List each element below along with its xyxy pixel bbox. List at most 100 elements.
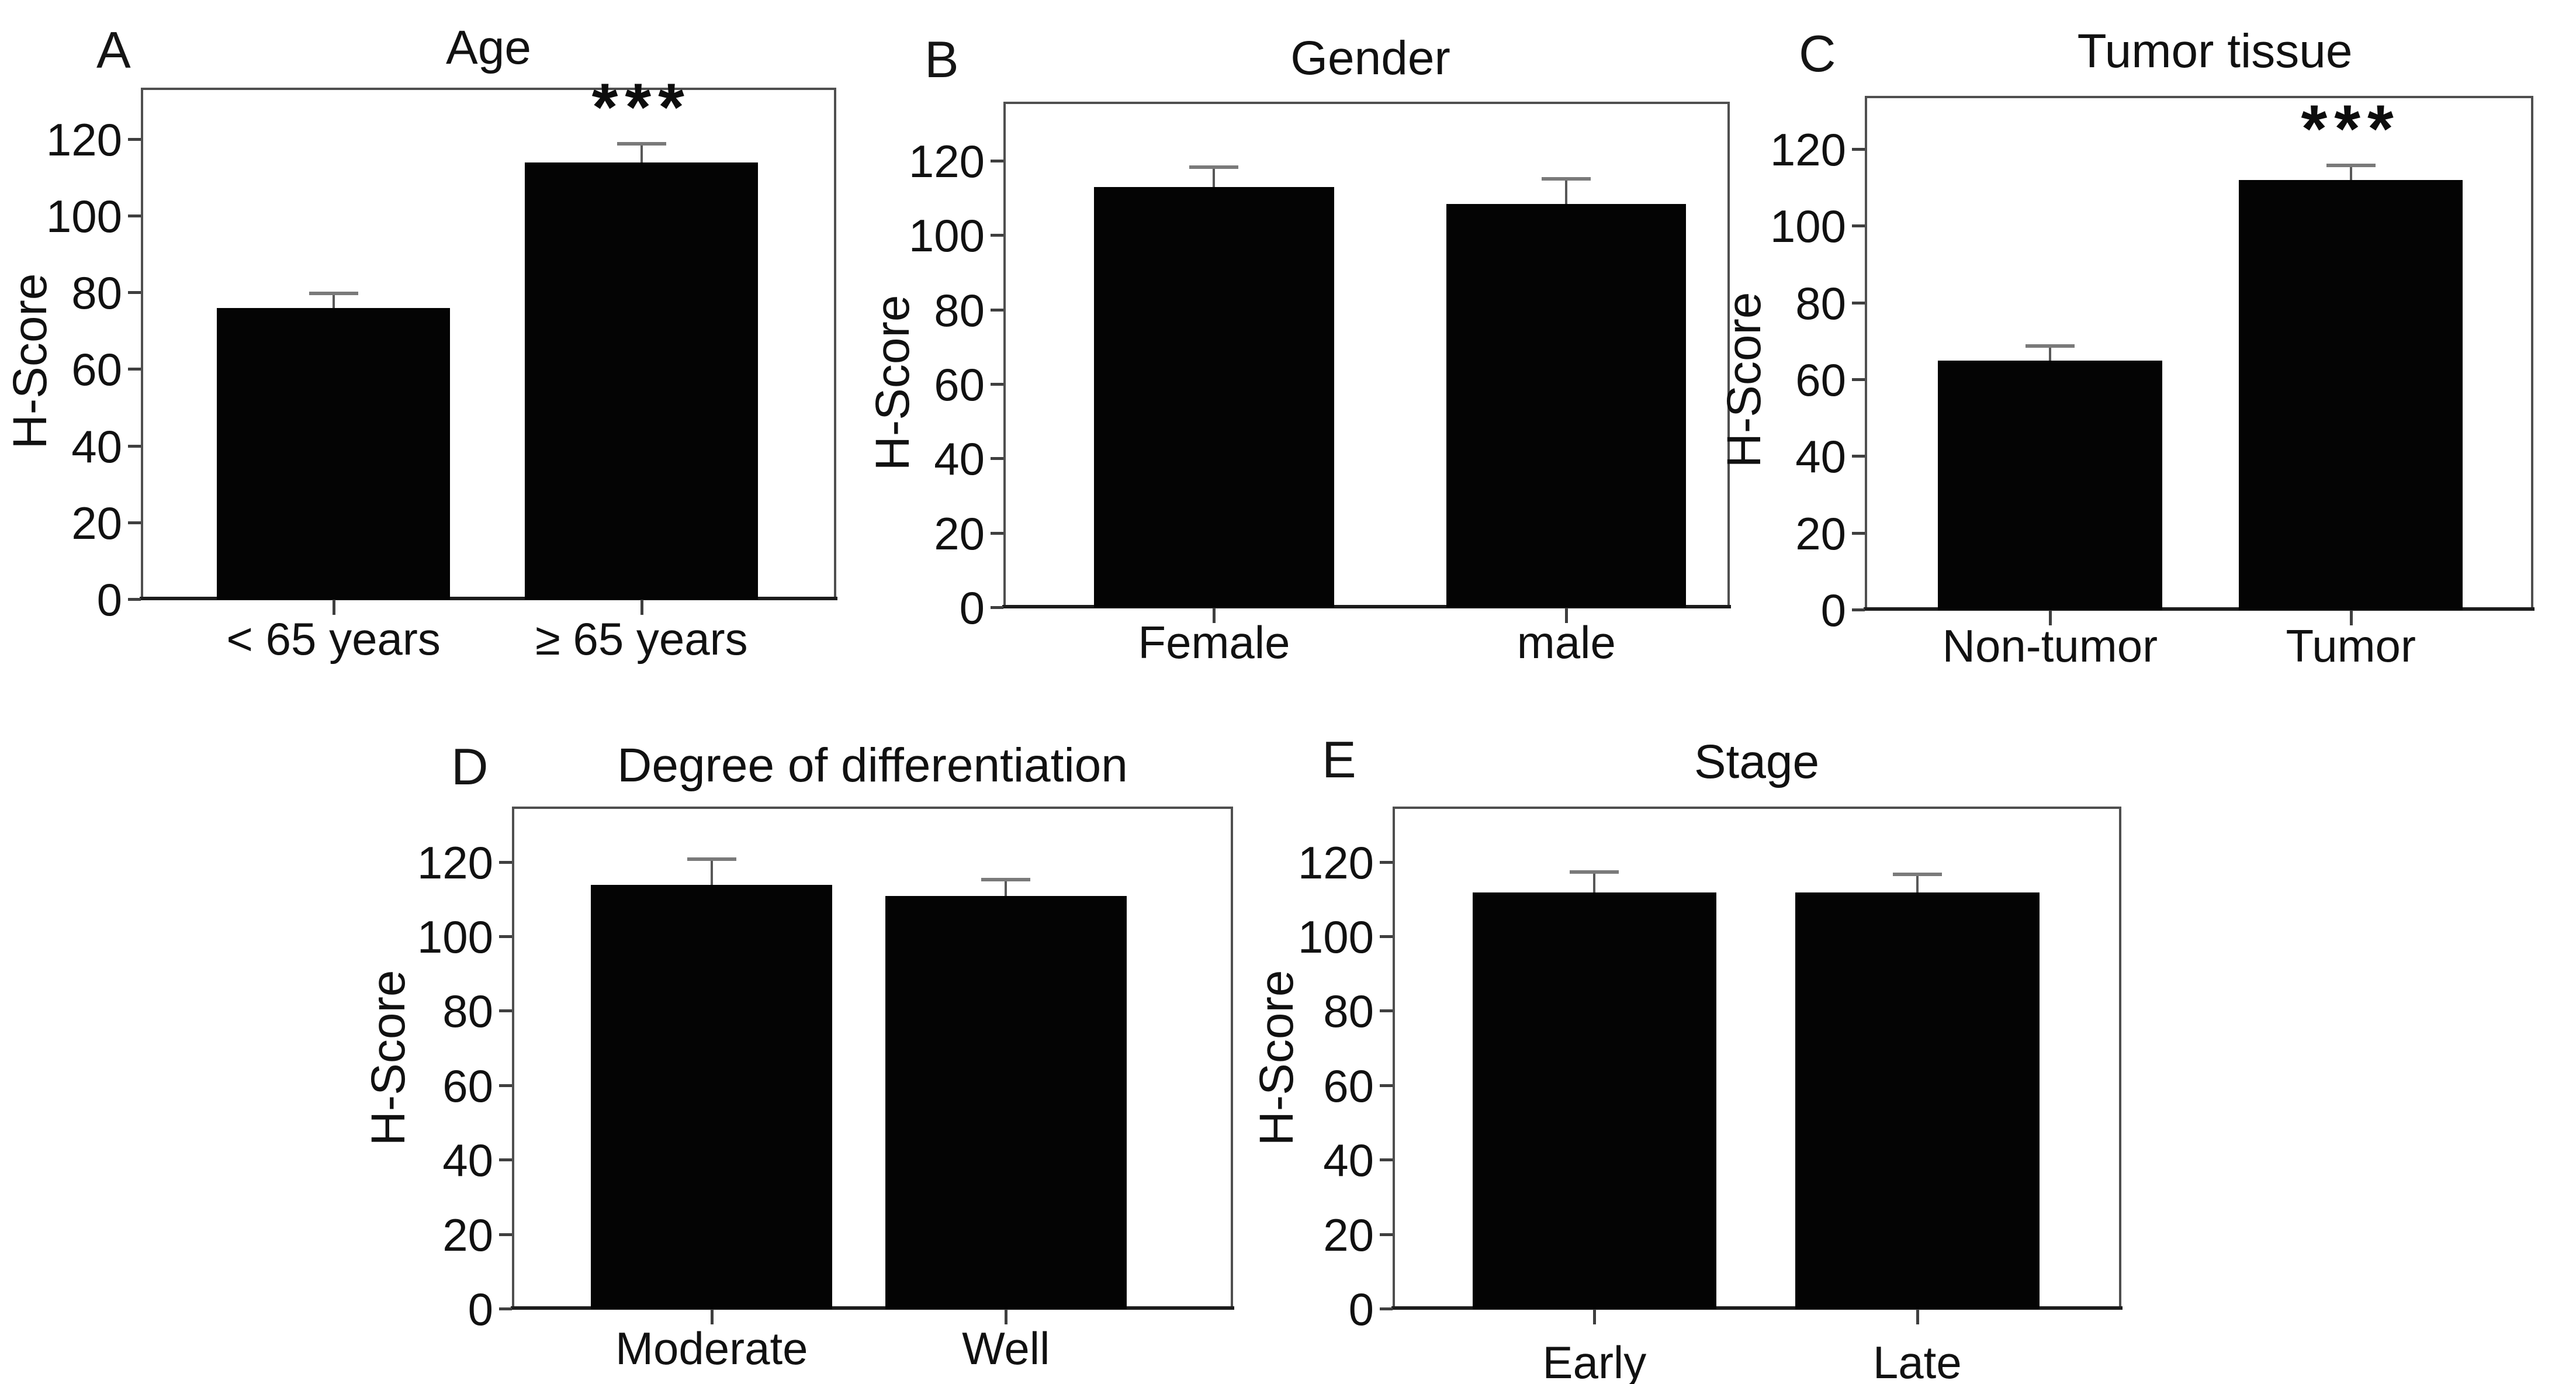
x-category-label: Early (1542, 1337, 1647, 1384)
y-axis-tick (128, 291, 141, 295)
y-tick-label: 120 (1297, 836, 1374, 888)
y-tick-label: 80 (934, 284, 985, 336)
y-tick-label: 100 (1297, 911, 1374, 963)
y-tick-label: 40 (934, 433, 985, 485)
x-axis-tick (1565, 608, 1569, 623)
y-axis-tick (1380, 935, 1393, 938)
y-axis-tick (991, 308, 1003, 312)
error-bar-cap (981, 878, 1031, 882)
y-axis-tick (499, 1158, 512, 1162)
x-axis-tick (640, 600, 643, 615)
chart-title: Degree of differentiation (617, 739, 1128, 792)
y-tick-label: 80 (71, 267, 122, 319)
y-tick-label: 60 (1323, 1060, 1374, 1112)
x-axis-tick (710, 1309, 714, 1324)
y-tick-label: 20 (1323, 1209, 1374, 1261)
bar (1094, 187, 1334, 608)
x-axis-tick (2349, 610, 2353, 625)
bar (885, 895, 1127, 1309)
panel-letter: E (1322, 731, 1356, 788)
x-axis-line (511, 1306, 1234, 1310)
x-axis-line (1864, 607, 2535, 611)
chart-title: Stage (1694, 735, 1820, 788)
y-tick-label: 20 (1795, 507, 1846, 559)
y-axis-tick (128, 444, 141, 448)
x-category-label: Late (1872, 1337, 1962, 1384)
y-axis-tick (1852, 147, 1865, 151)
x-category-label: male (1516, 617, 1616, 668)
bar (1938, 361, 2162, 610)
x-axis-tick (2048, 610, 2052, 625)
error-bar (710, 859, 713, 885)
y-tick-label: 100 (417, 911, 493, 963)
y-tick-label: 80 (1795, 277, 1846, 329)
chart-title: Gender (1290, 32, 1450, 85)
error-bar-cap (1542, 177, 1591, 181)
error-bar (1005, 879, 1007, 896)
x-category-label: Female (1138, 617, 1290, 668)
x-axis-line (140, 597, 837, 600)
y-tick-label: 80 (442, 985, 493, 1037)
y-axis-tick (1380, 1158, 1393, 1162)
error-bar-cap (1570, 870, 1619, 874)
y-axis-tick (1852, 224, 1865, 228)
y-tick-label: 20 (71, 497, 122, 549)
x-category-label: ≥ 65 years (535, 613, 748, 665)
y-axis-tick (128, 368, 141, 371)
x-axis-tick (1213, 608, 1216, 623)
error-bar (2349, 165, 2352, 181)
bar (1472, 892, 1717, 1309)
y-axis-tick (991, 234, 1003, 237)
x-category-label: < 65 years (226, 613, 441, 665)
y-tick-label: 80 (1323, 985, 1374, 1037)
y-axis-tick (1380, 1009, 1393, 1013)
y-tick-label: 20 (934, 507, 985, 559)
y-axis-tick (128, 214, 141, 217)
bar (1795, 892, 2040, 1309)
y-tick-label: 100 (1770, 200, 1846, 252)
y-axis-tick (1852, 608, 1865, 611)
error-bar-cap (2025, 344, 2075, 348)
x-category-label: Non-tumor (1942, 620, 2158, 672)
y-tick-label: 60 (442, 1060, 493, 1112)
y-tick-label: 120 (417, 836, 493, 888)
y-tick-label: 120 (908, 135, 985, 187)
y-axis-tick (1852, 455, 1865, 458)
error-bar-cap (309, 292, 358, 296)
y-axis-tick (499, 1084, 512, 1087)
y-tick-label: 60 (1795, 354, 1846, 406)
bar (591, 884, 833, 1309)
x-axis-line (1002, 605, 1731, 608)
bar (217, 308, 450, 600)
y-axis-tick (1380, 860, 1393, 864)
y-axis-tick (1380, 1233, 1393, 1236)
y-axis-tick (1380, 1307, 1393, 1310)
error-bar (1565, 178, 1568, 205)
error-bar (332, 293, 335, 309)
y-tick-label: 100 (46, 190, 122, 242)
y-tick-label: 0 (959, 582, 985, 634)
y-axis-tick (499, 935, 512, 938)
y-tick-label: 120 (1770, 123, 1846, 175)
significance-stars: *** (2301, 92, 2401, 167)
y-tick-label: 0 (96, 574, 122, 625)
x-category-label: Tumor (2286, 620, 2416, 672)
y-tick-label: 60 (71, 344, 122, 396)
y-axis-tick (1852, 301, 1865, 305)
x-axis-tick (1916, 1309, 1919, 1324)
y-tick-label: 40 (71, 420, 122, 472)
error-bar-cap (1892, 872, 1942, 876)
y-tick-label: 0 (468, 1283, 493, 1335)
error-bar-cap (1189, 165, 1239, 169)
significance-stars: *** (591, 70, 691, 146)
x-category-label: Moderate (615, 1323, 808, 1374)
y-axis-tick (128, 521, 141, 524)
panel-letter: B (925, 30, 959, 88)
y-tick-label: 120 (46, 113, 122, 165)
y-tick-label: 40 (1323, 1134, 1374, 1186)
error-bar-cap (687, 857, 736, 861)
chart-title: Age (446, 21, 531, 74)
y-tick-label: 60 (934, 358, 985, 410)
y-axis-tick (1852, 531, 1865, 535)
